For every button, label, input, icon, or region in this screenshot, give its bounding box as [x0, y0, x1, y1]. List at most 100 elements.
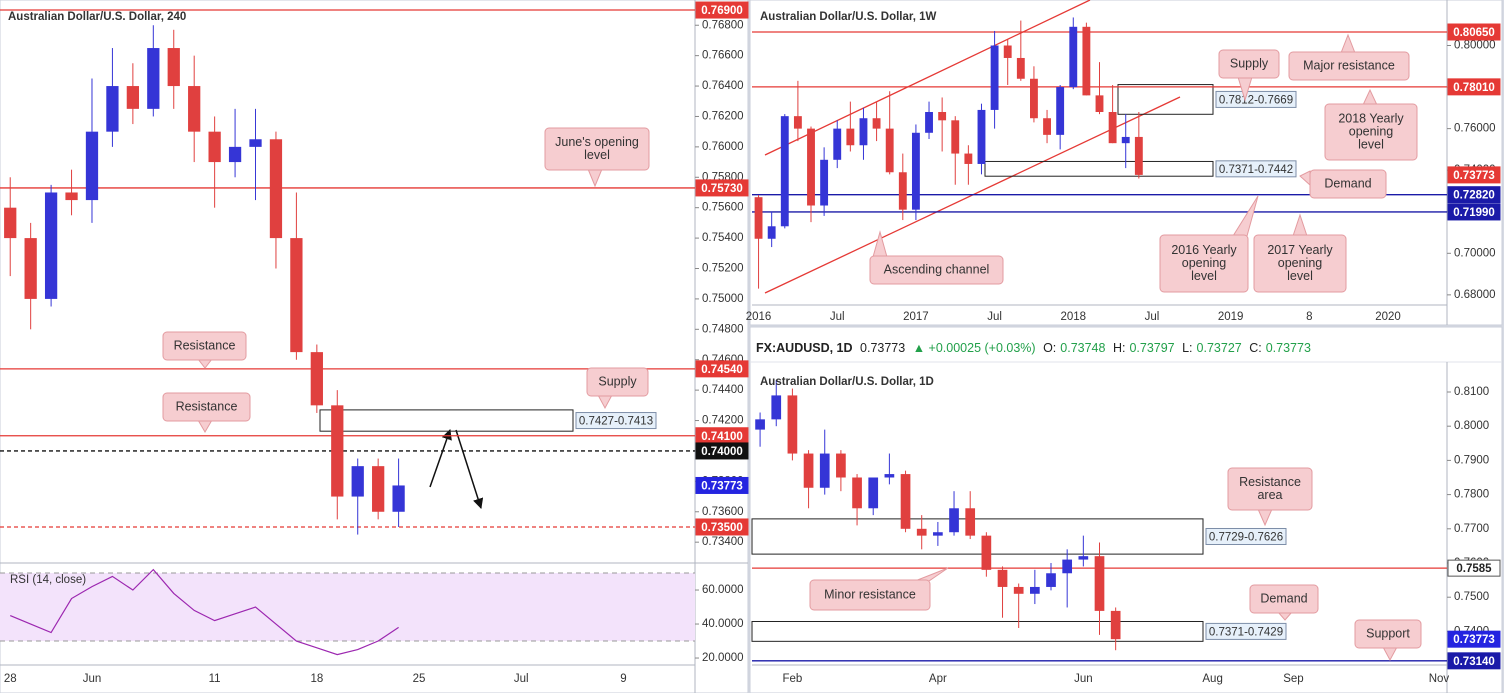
- zone: [319, 409, 574, 432]
- callout: [1159, 234, 1249, 293]
- candle-body: [126, 86, 139, 109]
- candle-body: [290, 238, 303, 353]
- callout: [162, 392, 251, 422]
- callout: [1227, 467, 1313, 511]
- price-tag-label: 0.72820: [1453, 190, 1495, 202]
- chart-title: Australian Dollar/U.S. Dollar, 1D: [760, 376, 934, 388]
- candle-body: [1121, 136, 1130, 144]
- y-tick-label: 0.8000: [1454, 420, 1489, 432]
- candle-body: [820, 159, 829, 206]
- zone-tag: [575, 412, 657, 430]
- candle-body: [4, 207, 17, 239]
- y-tick-label: 0.76200: [702, 110, 744, 122]
- price-tag: [695, 179, 749, 197]
- price-tag: [1447, 186, 1501, 204]
- callout-text: Resistance: [174, 338, 236, 352]
- zone-label: 0.7729-0.7626: [1209, 532, 1283, 544]
- field-key: H:: [1112, 341, 1126, 355]
- candle-body: [310, 352, 323, 406]
- candle-body: [836, 453, 846, 478]
- candle-body: [916, 528, 927, 536]
- callout-text: level: [1358, 137, 1384, 151]
- callout-text: Supply: [598, 374, 637, 388]
- chart-title: Australian Dollar/U.S. Dollar, 1W: [760, 11, 937, 23]
- callout-text: 2016 Yearly: [1171, 243, 1237, 257]
- zone-tag: [1205, 622, 1287, 640]
- y-tick-label: 40.0000: [702, 618, 744, 630]
- candle-body: [1069, 26, 1078, 88]
- zone: [984, 160, 1214, 177]
- zone-label: 0.7427-0.7413: [579, 416, 653, 428]
- field-value: 0.73748: [1060, 341, 1106, 355]
- candle-body: [833, 128, 842, 160]
- price-tag: [695, 518, 749, 536]
- candle-body: [1030, 586, 1040, 594]
- price-tag-label: 0.73773: [1453, 170, 1495, 182]
- candle-body: [188, 86, 201, 132]
- callout-text: June's opening: [555, 135, 639, 149]
- x-tick-label: 11: [209, 673, 221, 685]
- callout: [162, 331, 247, 361]
- callout-text: Support: [1366, 626, 1410, 640]
- candle-body: [1056, 87, 1065, 135]
- price-tag: [695, 476, 749, 494]
- callout: [1253, 234, 1347, 293]
- field-value: 0.73797: [1129, 341, 1175, 355]
- zone-label: 0.7371-0.7442: [1219, 164, 1293, 176]
- candle-body: [24, 238, 37, 299]
- chart-title: RSI (14, close): [10, 574, 86, 586]
- candle-body: [884, 474, 895, 478]
- candle-body: [868, 477, 879, 509]
- callout-text: area: [1257, 488, 1282, 502]
- field-value: 0.73773: [1265, 341, 1311, 355]
- candle-body: [167, 48, 180, 87]
- symbol: FX:AUDUSD, 1D: [756, 341, 853, 355]
- arrow: [429, 429, 452, 488]
- rsi-band: [0, 573, 695, 642]
- candle-body: [900, 474, 911, 529]
- zone-tag: [1215, 90, 1297, 108]
- price-tag-label: 0.73500: [701, 522, 743, 534]
- candle-body: [1013, 586, 1024, 594]
- price-tag-label: 0.78010: [1453, 82, 1495, 94]
- callout-text: Demand: [1260, 591, 1307, 605]
- price-tag-label: 0.80650: [1453, 27, 1495, 39]
- y-tick-label: 0.75200: [702, 263, 744, 275]
- callout: [869, 255, 1004, 285]
- candle-body: [964, 153, 973, 164]
- candle-body: [1082, 26, 1091, 96]
- candle-body: [793, 116, 802, 129]
- y-tick-label: 0.8100: [1454, 386, 1489, 398]
- change: ▲ +0.00025 (+0.03%): [912, 341, 1036, 355]
- candle-body: [351, 466, 364, 497]
- candle-body: [803, 453, 814, 488]
- rsi-line: [9, 568, 399, 656]
- y-tick-label: 0.75400: [702, 232, 744, 244]
- candle-body: [1030, 78, 1038, 119]
- x-tick-label: Jun: [83, 673, 102, 685]
- candle-body: [859, 118, 868, 146]
- callout: [1249, 584, 1319, 614]
- price-tag: [1447, 630, 1501, 648]
- zone-tag: [1215, 160, 1297, 178]
- price-tag-label: 0.73773: [1453, 634, 1495, 646]
- x-tick-label: Jul: [1145, 311, 1160, 323]
- candle-body: [898, 172, 907, 210]
- field-key: L:: [1182, 341, 1193, 355]
- candle-body: [1078, 556, 1089, 560]
- x-tick-label: 2018: [1060, 311, 1086, 323]
- candle-body: [249, 139, 262, 147]
- x-tick-label: Nov: [1429, 673, 1450, 685]
- x-tick-label: Aug: [1202, 673, 1222, 685]
- callout-text: Resistance: [176, 399, 238, 413]
- callout-text: Supply: [1230, 56, 1269, 70]
- zone-label: 0.7812-0.7669: [1219, 94, 1293, 106]
- price-tag-label: 0.75730: [701, 183, 743, 195]
- x-tick-label: Apr: [929, 673, 947, 685]
- x-tick-label: 9: [620, 673, 626, 685]
- last-price: 0.73773: [860, 341, 906, 355]
- y-tick-label: 0.7500: [1454, 591, 1489, 603]
- candle-body: [819, 453, 830, 488]
- candle-body: [787, 395, 798, 454]
